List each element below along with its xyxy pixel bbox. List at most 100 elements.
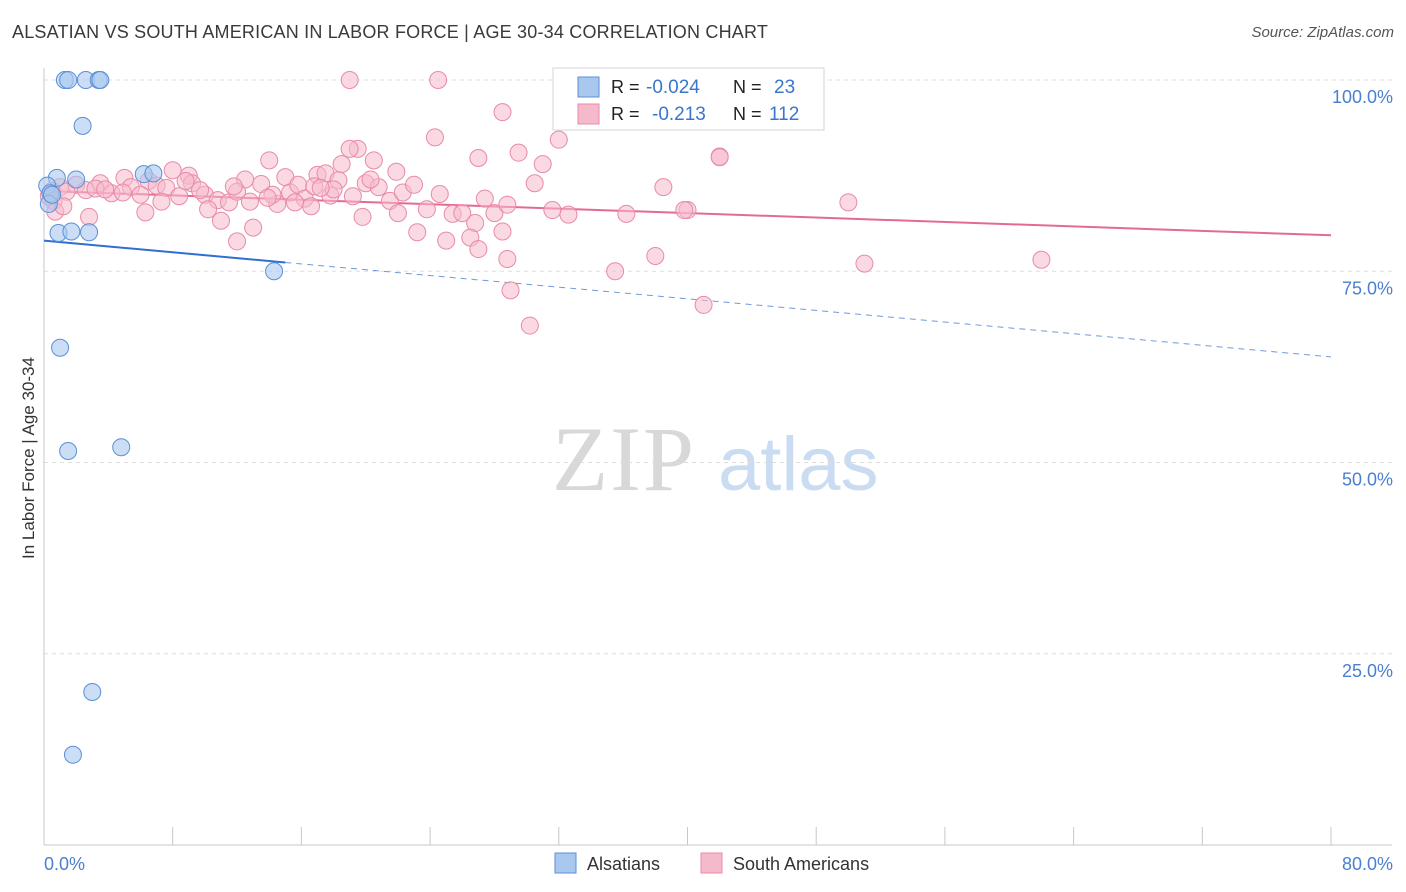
south-american-point bbox=[163, 161, 182, 180]
alsatian-point bbox=[80, 223, 99, 242]
south-american-point bbox=[498, 250, 517, 269]
alsatian-point bbox=[265, 262, 284, 281]
alsatian-point bbox=[59, 442, 78, 461]
south-american-point bbox=[258, 188, 277, 207]
south-american-point bbox=[170, 187, 189, 206]
south-american-point bbox=[493, 222, 512, 241]
south-american-point bbox=[408, 223, 427, 242]
alsatian-point bbox=[51, 338, 70, 357]
alsatians-trend-line bbox=[43, 239, 286, 264]
stats-n-label-2: N = bbox=[733, 104, 762, 124]
legend-swatch-alsatians bbox=[554, 852, 577, 874]
alsatian-point bbox=[59, 71, 78, 89]
watermark-atlas: atlas bbox=[718, 422, 879, 507]
south-american-point bbox=[425, 128, 444, 147]
y-tick-label: 75.0% bbox=[1342, 278, 1393, 298]
alsatian-point bbox=[144, 164, 163, 183]
south-american-point bbox=[1032, 250, 1051, 269]
south-american-point bbox=[96, 180, 115, 199]
south-american-point bbox=[285, 193, 304, 212]
south-american-point bbox=[469, 240, 488, 259]
south-american-point bbox=[364, 151, 383, 170]
south-american-point bbox=[417, 200, 436, 219]
south-american-point bbox=[176, 171, 195, 190]
stats-r-value-2: -0.213 bbox=[652, 104, 706, 125]
south-american-point bbox=[694, 295, 713, 314]
south-american-point bbox=[549, 130, 568, 149]
data-points bbox=[38, 71, 1051, 764]
south-american-point bbox=[525, 174, 544, 193]
south-american-point bbox=[469, 149, 488, 168]
south-american-point bbox=[224, 177, 243, 196]
south-american-point bbox=[302, 197, 321, 216]
south-american-point bbox=[113, 183, 132, 202]
south-american-point bbox=[509, 143, 528, 162]
alsatian-point bbox=[73, 116, 92, 135]
south-american-point bbox=[559, 205, 578, 224]
south-american-point bbox=[855, 254, 874, 273]
south-american-point bbox=[646, 246, 665, 265]
alsatian-point bbox=[112, 438, 131, 457]
alsatian-point bbox=[67, 170, 86, 189]
south-american-point bbox=[675, 201, 694, 220]
south-american-point bbox=[617, 204, 636, 223]
stats-swatch-alsatians bbox=[577, 76, 600, 98]
south-american-point bbox=[199, 200, 218, 219]
south-american-point bbox=[839, 193, 858, 212]
south-american-point bbox=[152, 192, 171, 211]
alsatians-trend-extension bbox=[285, 261, 1332, 358]
stats-swatch-south-americans bbox=[577, 103, 600, 125]
y-tick-label: 25.0% bbox=[1342, 661, 1393, 681]
series-legend: Alsatians South Americans bbox=[554, 852, 869, 874]
alsatian-point bbox=[43, 185, 62, 204]
y-axis-title: In Labor Force | Age 30-34 bbox=[19, 357, 38, 559]
stats-n-label-1: N = bbox=[733, 77, 762, 97]
axes: 100.0% 75.0% 50.0% 25.0% 0.0% 80.0% bbox=[43, 68, 1393, 874]
south-american-point bbox=[501, 281, 520, 300]
stats-n-value-2: 112 bbox=[769, 104, 799, 125]
south-american-point bbox=[240, 192, 259, 211]
south-american-point bbox=[437, 231, 456, 250]
south-american-point bbox=[543, 201, 562, 220]
south-american-point bbox=[211, 211, 230, 230]
south-american-point bbox=[388, 204, 407, 223]
source-label: Source: ZipAtlas.com bbox=[1251, 24, 1394, 41]
south-american-point bbox=[332, 155, 351, 174]
south-american-point bbox=[475, 189, 494, 208]
legend-label-alsatians: Alsatians bbox=[587, 854, 660, 874]
y-tick-label: 50.0% bbox=[1342, 470, 1393, 490]
y-tick-label: 100.0% bbox=[1332, 87, 1393, 107]
south-american-point bbox=[654, 178, 673, 197]
south-american-point bbox=[493, 103, 512, 122]
south-american-point bbox=[429, 71, 448, 89]
south-american-point bbox=[244, 218, 263, 237]
watermark-zip: ZIP bbox=[552, 408, 696, 510]
south-american-point bbox=[191, 181, 210, 200]
legend-label-south-americans: South Americans bbox=[733, 854, 869, 874]
south-american-point bbox=[260, 151, 279, 170]
alsatian-point bbox=[63, 745, 82, 764]
south-american-point bbox=[80, 207, 99, 226]
south-american-point bbox=[353, 207, 372, 226]
south-american-point bbox=[430, 184, 449, 203]
stats-legend: R = -0.024 N = 23 R = -0.213 N = 112 bbox=[552, 67, 825, 131]
x-tick-label: 80.0% bbox=[1342, 854, 1393, 874]
south-american-point bbox=[136, 203, 155, 222]
legend-swatch-south-americans bbox=[700, 852, 723, 874]
south-american-point bbox=[710, 148, 729, 167]
chart-title: ALSATIAN VS SOUTH AMERICAN IN LABOR FORC… bbox=[12, 22, 769, 42]
south-american-point bbox=[405, 175, 424, 194]
south-american-point bbox=[340, 71, 359, 89]
stats-r-value-1: -0.024 bbox=[646, 77, 700, 98]
alsatian-point bbox=[62, 222, 81, 241]
south-american-point bbox=[387, 162, 406, 181]
south-american-point bbox=[453, 204, 472, 223]
stats-r-label-2: R = bbox=[611, 104, 640, 124]
south-american-point bbox=[533, 155, 552, 174]
south-american-point bbox=[485, 204, 504, 223]
stats-r-label-1: R = bbox=[611, 77, 640, 97]
south-american-point bbox=[311, 178, 330, 197]
south-american-point bbox=[228, 232, 247, 251]
south-american-point bbox=[340, 139, 359, 158]
